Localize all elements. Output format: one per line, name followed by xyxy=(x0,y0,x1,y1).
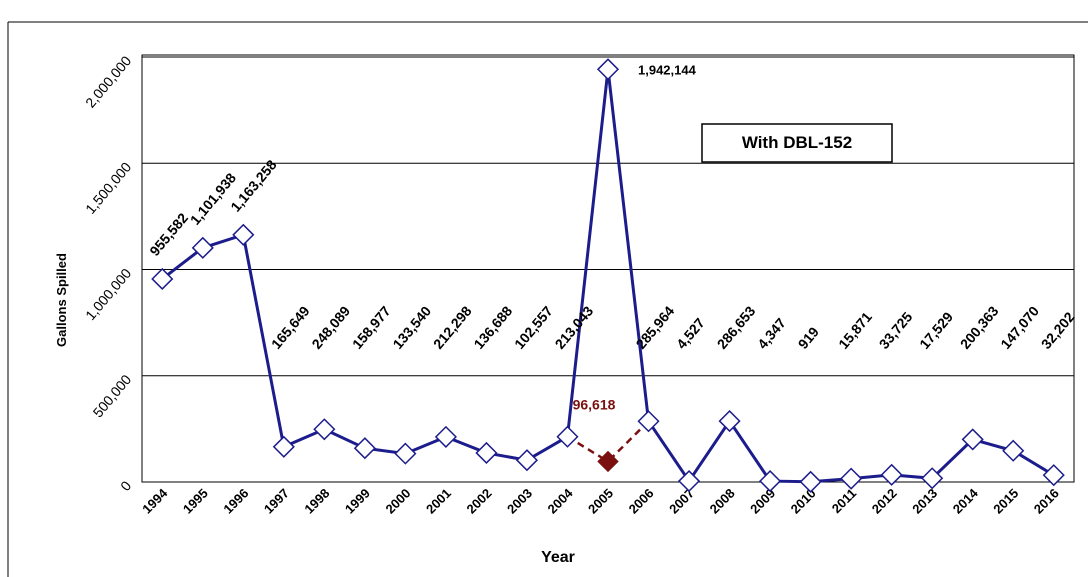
data-label: 1,942,144 xyxy=(638,62,697,77)
x-tick-label: 2005 xyxy=(585,486,616,517)
data-label: 4,527 xyxy=(673,315,708,352)
marker xyxy=(475,441,498,465)
marker xyxy=(840,467,863,490)
marker xyxy=(921,467,944,490)
x-tick-label: 2014 xyxy=(950,485,982,517)
data-label: 33,725 xyxy=(876,309,916,352)
marker xyxy=(637,410,660,433)
data-label: 200,363 xyxy=(957,303,1002,352)
series-line xyxy=(161,69,1055,484)
data-label: 32,202 xyxy=(1038,309,1078,352)
data-label: 102,557 xyxy=(511,303,556,352)
marker xyxy=(232,223,255,246)
alt-marker xyxy=(597,450,619,473)
marker xyxy=(151,267,174,290)
x-tick-label: 1994 xyxy=(139,485,171,517)
data-label: 955,582 xyxy=(146,210,191,259)
x-tick-label: 1996 xyxy=(220,486,251,517)
x-tick-label: 2013 xyxy=(909,486,940,517)
data-label: 136,688 xyxy=(470,303,515,352)
x-tick-label: 2001 xyxy=(423,486,454,517)
x-tick-label: 2003 xyxy=(504,486,535,517)
x-tick-label: 2006 xyxy=(626,486,657,517)
x-axis-label: Year xyxy=(541,549,575,566)
data-label: 919 xyxy=(795,324,822,352)
marker xyxy=(394,442,417,465)
data-label: 1,163,258 xyxy=(227,157,279,215)
annotation-box xyxy=(701,123,893,163)
x-tick-label: 2007 xyxy=(666,486,697,517)
x-tick-label: 1997 xyxy=(261,486,292,517)
marker xyxy=(313,418,336,441)
y-tick-label: 1,000,000 xyxy=(82,265,134,323)
x-tick-label: 1995 xyxy=(180,486,211,517)
y-tick-label: 0 xyxy=(117,477,134,493)
marker xyxy=(515,449,539,472)
data-label: 248,089 xyxy=(308,303,353,352)
data-label: 133,540 xyxy=(389,303,434,352)
annotation: With DBL-152 xyxy=(742,133,852,152)
x-tick-label: 2011 xyxy=(829,486,860,517)
x-tick-label: 2002 xyxy=(463,486,494,517)
alt-connector xyxy=(566,435,609,463)
marker xyxy=(353,437,376,460)
marker xyxy=(556,425,579,448)
marker xyxy=(880,463,903,486)
data-label: 213,043 xyxy=(552,303,597,352)
alt-connector xyxy=(607,420,650,463)
data-label: 15,871 xyxy=(835,309,875,352)
data-label: 147,070 xyxy=(997,303,1042,352)
data-label: 4,347 xyxy=(754,315,789,352)
x-tick-label: 2004 xyxy=(545,485,577,517)
y-tick-label: 500,000 xyxy=(90,371,135,420)
marker xyxy=(1002,439,1025,462)
y-tick-label: 1,500,000 xyxy=(82,159,134,217)
marker xyxy=(272,435,295,458)
x-tick-label: 2015 xyxy=(990,486,1021,517)
x-tick-label: 2009 xyxy=(747,486,778,517)
marker xyxy=(759,470,782,493)
data-label: 286,653 xyxy=(714,303,759,352)
alt-data-label: 96,618 xyxy=(573,396,616,412)
y-tick-label: 2,000,000 xyxy=(82,52,134,110)
x-tick-label: 2000 xyxy=(382,486,413,517)
x-tick-label: 1999 xyxy=(342,486,373,517)
marker xyxy=(718,410,741,433)
data-label: 165,649 xyxy=(268,303,313,352)
marker xyxy=(961,428,984,451)
x-tick-label: 2016 xyxy=(1031,486,1062,517)
marker xyxy=(677,469,701,493)
marker xyxy=(434,425,457,448)
data-label: 285,964 xyxy=(633,303,678,352)
marker xyxy=(799,470,822,493)
x-tick-label: 1998 xyxy=(301,486,332,517)
data-label: 212,298 xyxy=(430,303,475,352)
plot-area xyxy=(141,54,1075,483)
x-tick-label: 2012 xyxy=(869,486,900,517)
x-tick-label: 2010 xyxy=(788,486,819,517)
data-label: 17,529 xyxy=(916,309,956,352)
x-tick-label: 2008 xyxy=(707,486,738,517)
marker xyxy=(191,236,214,259)
marker xyxy=(1042,464,1065,487)
y-axis-label: Gallons Spilled xyxy=(54,253,69,347)
marker xyxy=(596,58,620,81)
data-label: 158,977 xyxy=(349,303,394,352)
